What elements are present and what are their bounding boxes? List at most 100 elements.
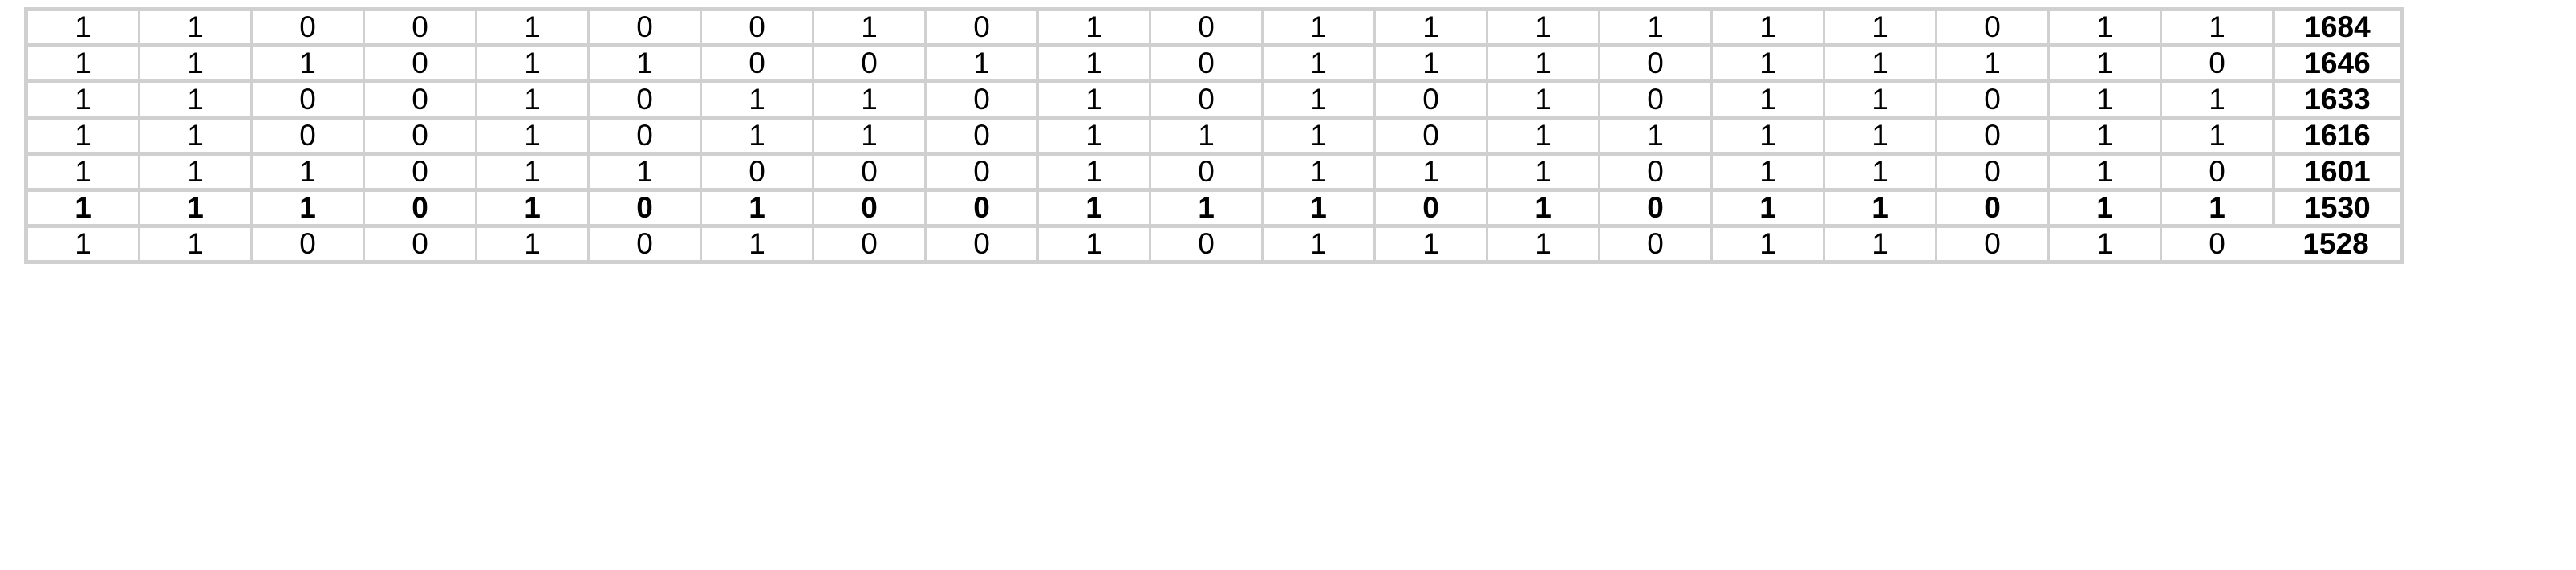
bit-cell: 1 (1036, 116, 1149, 152)
bit-cell: 1 (475, 7, 587, 43)
binary-matrix-table: 1 1 0 0 1 0 0 1 0 1 0 1 1 1 1 1 1 0 1 1 1684 1 1 1 0 1 1 0 0 1 1 0 1 1 1 0 1… (24, 7, 2404, 264)
bit-cell: 0 (1149, 43, 1261, 79)
bit-cell: 1 (1373, 152, 1486, 188)
bit-cell: 1 (138, 116, 250, 152)
bit-cell: 0 (363, 152, 475, 188)
table-row: 1 1 0 0 1 0 0 1 0 1 0 1 1 1 1 1 1 0 1 1 1684 (24, 7, 2404, 43)
bit-cell: 1 (1823, 188, 1935, 224)
bit-cell: 1 (1373, 224, 1486, 264)
row-value: 1646 (2272, 43, 2404, 79)
bit-cell: 0 (1373, 79, 1486, 116)
bit-cell: 1 (475, 79, 587, 116)
bit-cell: 1 (1261, 224, 1373, 264)
bit-cell: 1 (1036, 188, 1149, 224)
table-row: 1 1 0 0 1 0 1 1 0 1 1 1 0 1 1 1 1 0 1 1 1616 (24, 116, 2404, 152)
bit-cell: 1 (1710, 152, 1823, 188)
bit-cell: 0 (1598, 43, 1710, 79)
bit-cell: 1 (138, 43, 250, 79)
bit-cell: 1 (24, 7, 138, 43)
bit-cell: 0 (700, 152, 812, 188)
bit-cell: 0 (363, 7, 475, 43)
table-row: 1 1 0 0 1 0 1 1 0 1 0 1 0 1 0 1 1 0 1 1 1633 (24, 79, 2404, 116)
row-value: 1530 (2272, 188, 2404, 224)
bit-cell: 1 (812, 116, 924, 152)
bit-cell: 1 (2160, 188, 2272, 224)
bit-cell: 0 (1935, 7, 2047, 43)
bit-cell: 1 (475, 116, 587, 152)
bit-cell: 1 (1261, 79, 1373, 116)
bit-cell: 0 (924, 152, 1036, 188)
bit-cell: 1 (250, 188, 363, 224)
bit-cell: 0 (1935, 152, 2047, 188)
bit-cell: 0 (1598, 188, 1710, 224)
bit-cell: 0 (1149, 152, 1261, 188)
bit-cell: 1 (1261, 188, 1373, 224)
bit-cell: 1 (1486, 116, 1598, 152)
bit-cell: 1 (1823, 224, 1935, 264)
bit-cell: 1 (2047, 188, 2160, 224)
row-value: 1601 (2272, 152, 2404, 188)
bit-cell: 1 (2047, 224, 2160, 264)
bit-cell: 0 (587, 7, 700, 43)
bit-cell: 0 (1149, 79, 1261, 116)
bit-cell: 1 (2160, 116, 2272, 152)
bit-cell: 1 (475, 188, 587, 224)
bit-cell: 0 (587, 188, 700, 224)
bit-cell: 1 (1710, 79, 1823, 116)
bit-cell: 1 (1598, 7, 1710, 43)
bit-cell: 1 (2047, 79, 2160, 116)
bit-cell: 0 (924, 79, 1036, 116)
bit-cell: 0 (1935, 79, 2047, 116)
bit-cell: 1 (1710, 7, 1823, 43)
bit-cell: 1 (475, 43, 587, 79)
bit-cell: 0 (812, 43, 924, 79)
bit-cell: 1 (1261, 7, 1373, 43)
table-row: 1 1 1 0 1 1 0 0 0 1 0 1 1 1 0 1 1 0 1 0 1601 (24, 152, 2404, 188)
bit-cell: 0 (924, 188, 1036, 224)
bit-cell: 1 (250, 152, 363, 188)
bit-cell: 1 (1036, 224, 1149, 264)
row-value: 1528 (2272, 224, 2404, 264)
bit-cell: 1 (138, 224, 250, 264)
bit-cell: 1 (24, 116, 138, 152)
bit-cell: 1 (250, 43, 363, 79)
bit-cell: 1 (24, 152, 138, 188)
bit-cell: 1 (138, 188, 250, 224)
bit-cell: 1 (1261, 152, 1373, 188)
bit-cell: 1 (1710, 43, 1823, 79)
bit-cell: 0 (1598, 224, 1710, 264)
row-value: 1616 (2272, 116, 2404, 152)
bit-cell: 0 (587, 79, 700, 116)
row-value: 1633 (2272, 79, 2404, 116)
bit-cell: 0 (363, 79, 475, 116)
bit-cell: 0 (924, 116, 1036, 152)
bit-cell: 1 (700, 224, 812, 264)
bit-cell: 0 (812, 152, 924, 188)
bit-cell: 1 (1823, 116, 1935, 152)
bit-cell: 1 (24, 188, 138, 224)
bit-cell: 0 (1373, 116, 1486, 152)
bit-cell: 1 (587, 43, 700, 79)
bit-cell: 1 (24, 79, 138, 116)
bit-cell: 1 (1823, 152, 1935, 188)
bit-cell: 0 (587, 116, 700, 152)
bit-cell: 1 (1486, 152, 1598, 188)
bit-cell: 1 (1373, 7, 1486, 43)
bit-cell: 1 (1823, 43, 1935, 79)
bit-cell: 0 (250, 79, 363, 116)
bit-cell: 0 (250, 224, 363, 264)
bit-cell: 1 (700, 79, 812, 116)
bit-cell: 0 (363, 224, 475, 264)
bit-cell: 1 (2047, 7, 2160, 43)
bit-cell: 0 (2160, 224, 2272, 264)
bit-cell: 0 (2160, 43, 2272, 79)
bit-cell: 1 (2160, 79, 2272, 116)
bit-cell: 1 (700, 116, 812, 152)
bit-cell: 1 (138, 79, 250, 116)
bit-cell: 1 (1486, 79, 1598, 116)
table-row: 1 1 1 0 1 0 1 0 0 1 1 1 0 1 0 1 1 0 1 1 1530 (24, 188, 2404, 224)
bit-cell: 1 (924, 43, 1036, 79)
bit-cell: 1 (1261, 43, 1373, 79)
bit-cell: 0 (924, 224, 1036, 264)
bit-cell: 1 (2160, 7, 2272, 43)
